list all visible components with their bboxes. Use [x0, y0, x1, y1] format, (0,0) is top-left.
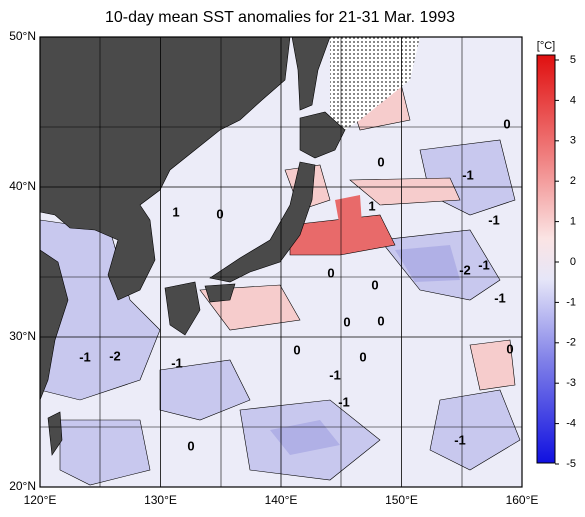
contour-label: 0	[359, 349, 366, 364]
minor-grid	[40, 37, 522, 487]
colorbar-tick-label: 0	[570, 256, 576, 268]
contour-label: -1	[488, 212, 500, 227]
lon-label: 140°E	[265, 493, 298, 507]
contour-label: -1	[478, 257, 490, 272]
contour-label: 0	[371, 277, 378, 292]
contour-label: -2	[459, 262, 471, 277]
colorbar-tick-label: -3	[566, 377, 576, 389]
contour-label: 0	[327, 265, 334, 280]
lat-label: 30°N	[9, 329, 36, 343]
contour-label: 0	[187, 438, 194, 453]
colorbar	[536, 54, 556, 464]
contour-label: 0	[293, 342, 300, 357]
contour-label: -1	[329, 367, 341, 382]
lat-label: 50°N	[9, 29, 36, 43]
contour-label: 0	[506, 341, 513, 356]
lon-label: 120°E	[24, 493, 57, 507]
colorbar-tick-label: 4	[570, 94, 576, 106]
lon-label: 130°E	[144, 493, 177, 507]
contour-label: -1	[171, 355, 183, 370]
contour-label: -1	[338, 394, 350, 409]
contour-label: 1	[172, 204, 179, 219]
lon-label: 150°E	[385, 493, 418, 507]
colorbar-tick-label: -2	[566, 337, 576, 349]
colorbar-tick-label: 1	[570, 216, 576, 228]
contour-label: 1	[368, 198, 375, 213]
map-title: 10-day mean SST anomalies for 21-31 Mar.…	[105, 9, 455, 26]
colorbar-tick-label: 2	[570, 175, 576, 187]
contour-label: -1	[462, 167, 474, 182]
contour-label: 0	[503, 116, 510, 131]
lat-label: 40°N	[9, 179, 36, 193]
contour-label: -2	[109, 348, 121, 363]
contour-label: 0	[377, 313, 384, 328]
colorbar-tick-label: -4	[566, 418, 576, 430]
contour-label: -1	[494, 290, 506, 305]
contour-label: -1	[79, 349, 91, 364]
contour-label: 0	[377, 154, 384, 169]
colorbar-tick-label: 3	[570, 135, 576, 147]
lon-label: 160°E	[506, 493, 539, 507]
contour-label: 0	[343, 314, 350, 329]
colorbar-tick-label: -1	[566, 296, 576, 308]
contour-label: -1	[454, 432, 466, 447]
contour-label: 0	[216, 206, 223, 221]
colorbar-unit: [°C]	[537, 40, 555, 52]
lat-label: 20°N	[9, 479, 36, 493]
colorbar-tick-label: -5	[566, 458, 576, 470]
colorbar-tick-label: 5	[570, 54, 576, 66]
